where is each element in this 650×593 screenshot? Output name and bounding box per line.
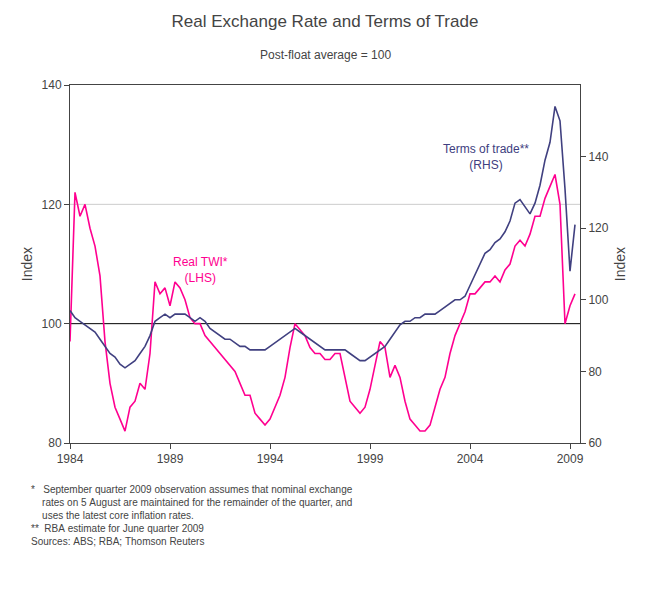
svg-text:1994: 1994 <box>257 452 284 466</box>
svg-text:80: 80 <box>588 365 602 379</box>
svg-text:Real Exchange Rate and Terms o: Real Exchange Rate and Terms of Trade <box>172 12 479 31</box>
svg-text:100: 100 <box>588 293 608 307</box>
svg-text:Index: Index <box>19 247 35 281</box>
svg-text:1984: 1984 <box>57 452 84 466</box>
svg-text:2009: 2009 <box>557 452 584 466</box>
svg-text:80: 80 <box>48 436 62 450</box>
svg-text:2004: 2004 <box>457 452 484 466</box>
svg-text:1989: 1989 <box>157 452 184 466</box>
svg-text:Index: Index <box>612 247 628 281</box>
svg-text:* September quarter 2009 obs: * September quarter 2009 observation ass… <box>31 484 353 547</box>
svg-text:Terms of trade**(RHS): Terms of trade**(RHS) <box>443 142 529 172</box>
svg-text:1999: 1999 <box>357 452 384 466</box>
svg-text:120: 120 <box>42 198 62 212</box>
svg-text:Post-float average = 100: Post-float average = 100 <box>260 48 391 62</box>
svg-text:140: 140 <box>42 78 62 92</box>
svg-text:140: 140 <box>588 150 608 164</box>
svg-text:100: 100 <box>42 317 62 331</box>
svg-text:120: 120 <box>588 221 608 235</box>
svg-text:Real TWI*(LHS): Real TWI*(LHS) <box>173 255 228 285</box>
svg-text:60: 60 <box>588 436 602 450</box>
